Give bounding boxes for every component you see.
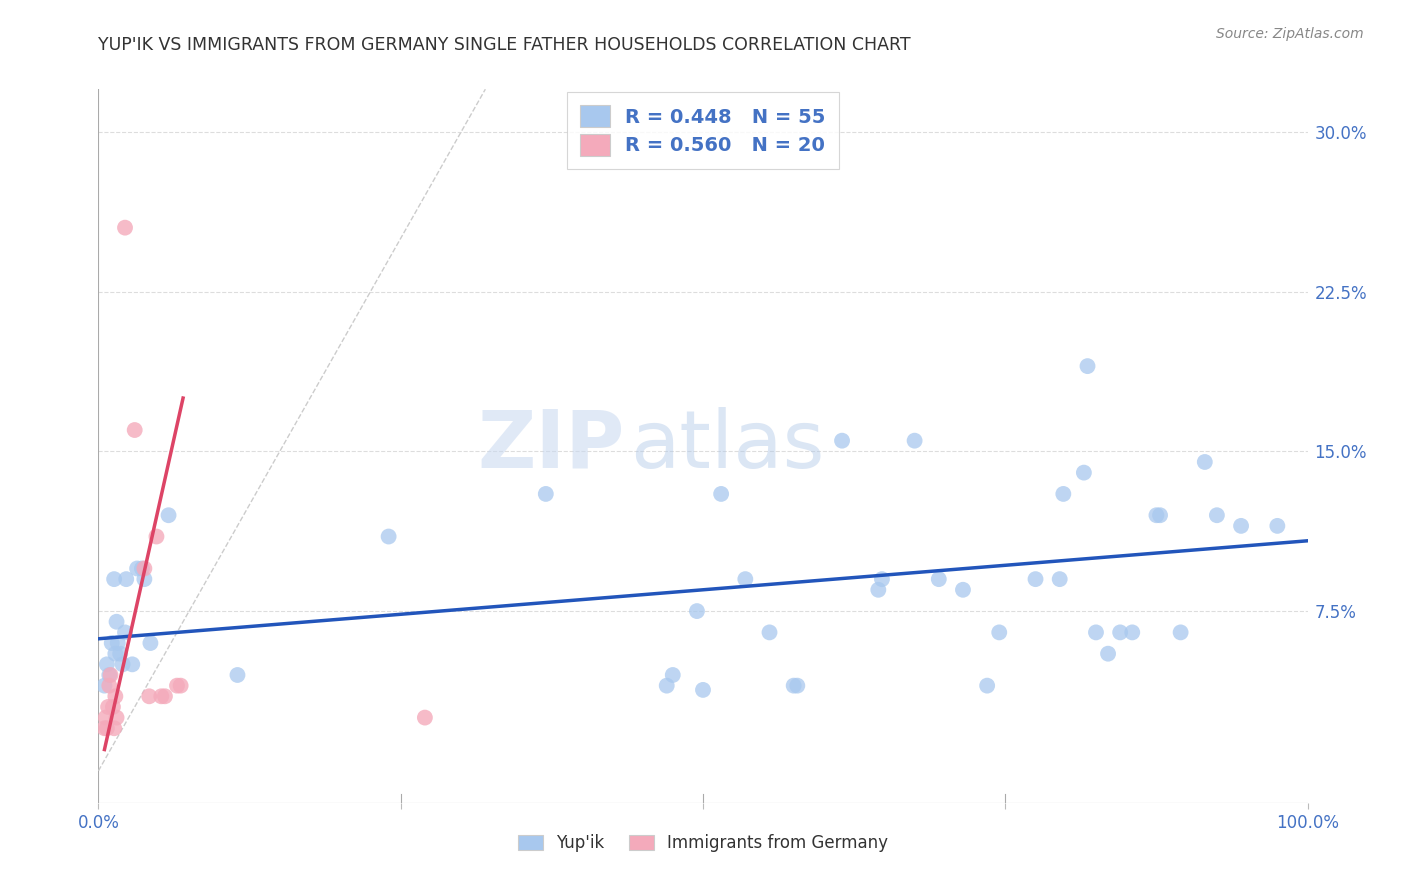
Point [138, 690, 160, 704]
Point [1149, 508, 1171, 523]
Point [96, 657, 118, 672]
Point [1049, 572, 1071, 586]
Point [93, 721, 115, 735]
Legend: Yup'ik, Immigrants from Germany: Yup'ik, Immigrants from Germany [510, 828, 896, 859]
Point [1085, 625, 1108, 640]
Point [655, 679, 678, 693]
Point [786, 679, 808, 693]
Point [100, 668, 122, 682]
Point [1076, 359, 1098, 373]
Point [1073, 466, 1095, 480]
Point [134, 561, 156, 575]
Point [98, 679, 121, 693]
Point [758, 625, 780, 640]
Point [226, 668, 249, 682]
Point [114, 625, 136, 640]
Point [153, 690, 176, 704]
Point [988, 625, 1011, 640]
Point [103, 572, 125, 586]
Text: atlas: atlas [630, 407, 825, 485]
Point [1194, 455, 1216, 469]
Point [534, 487, 557, 501]
Point [104, 647, 127, 661]
Point [105, 615, 128, 629]
Point [96, 721, 118, 735]
Point [692, 682, 714, 697]
Point [169, 679, 191, 693]
Point [1024, 572, 1046, 586]
Point [928, 572, 950, 586]
Point [782, 679, 804, 693]
Point [166, 679, 188, 693]
Point [157, 508, 180, 523]
Point [1170, 625, 1192, 640]
Point [93, 679, 115, 693]
Point [661, 668, 683, 682]
Point [100, 636, 122, 650]
Point [1206, 508, 1229, 523]
Point [870, 572, 893, 586]
Point [124, 423, 146, 437]
Point [150, 690, 173, 704]
Point [710, 487, 733, 501]
Point [108, 647, 131, 661]
Point [1097, 647, 1119, 661]
Text: ZIP: ZIP [477, 407, 624, 485]
Point [104, 690, 127, 704]
Point [101, 700, 124, 714]
Point [868, 582, 890, 597]
Text: YUP'IK VS IMMIGRANTS FROM GERMANY SINGLE FATHER HOUSEHOLDS CORRELATION CHART: YUP'IK VS IMMIGRANTS FROM GERMANY SINGLE… [98, 36, 911, 54]
Point [1052, 487, 1074, 501]
Point [952, 582, 974, 597]
Point [139, 636, 162, 650]
Point [1109, 625, 1132, 640]
Point [976, 679, 998, 693]
Point [734, 572, 756, 586]
Point [107, 636, 129, 650]
Point [127, 561, 149, 575]
Point [1230, 519, 1253, 533]
Point [831, 434, 853, 448]
Point [111, 657, 134, 672]
Point [145, 529, 167, 543]
Point [1121, 625, 1143, 640]
Point [413, 710, 436, 724]
Text: Source: ZipAtlas.com: Source: ZipAtlas.com [1216, 27, 1364, 41]
Point [686, 604, 709, 618]
Point [103, 721, 125, 735]
Point [97, 700, 120, 714]
Point [114, 220, 136, 235]
Point [94, 710, 117, 724]
Point [904, 434, 927, 448]
Point [98, 668, 121, 682]
Point [105, 710, 128, 724]
Point [131, 561, 153, 575]
Point [1146, 508, 1168, 523]
Point [115, 572, 138, 586]
Point [377, 529, 399, 543]
Point [1267, 519, 1289, 533]
Point [121, 657, 143, 672]
Point [134, 572, 156, 586]
